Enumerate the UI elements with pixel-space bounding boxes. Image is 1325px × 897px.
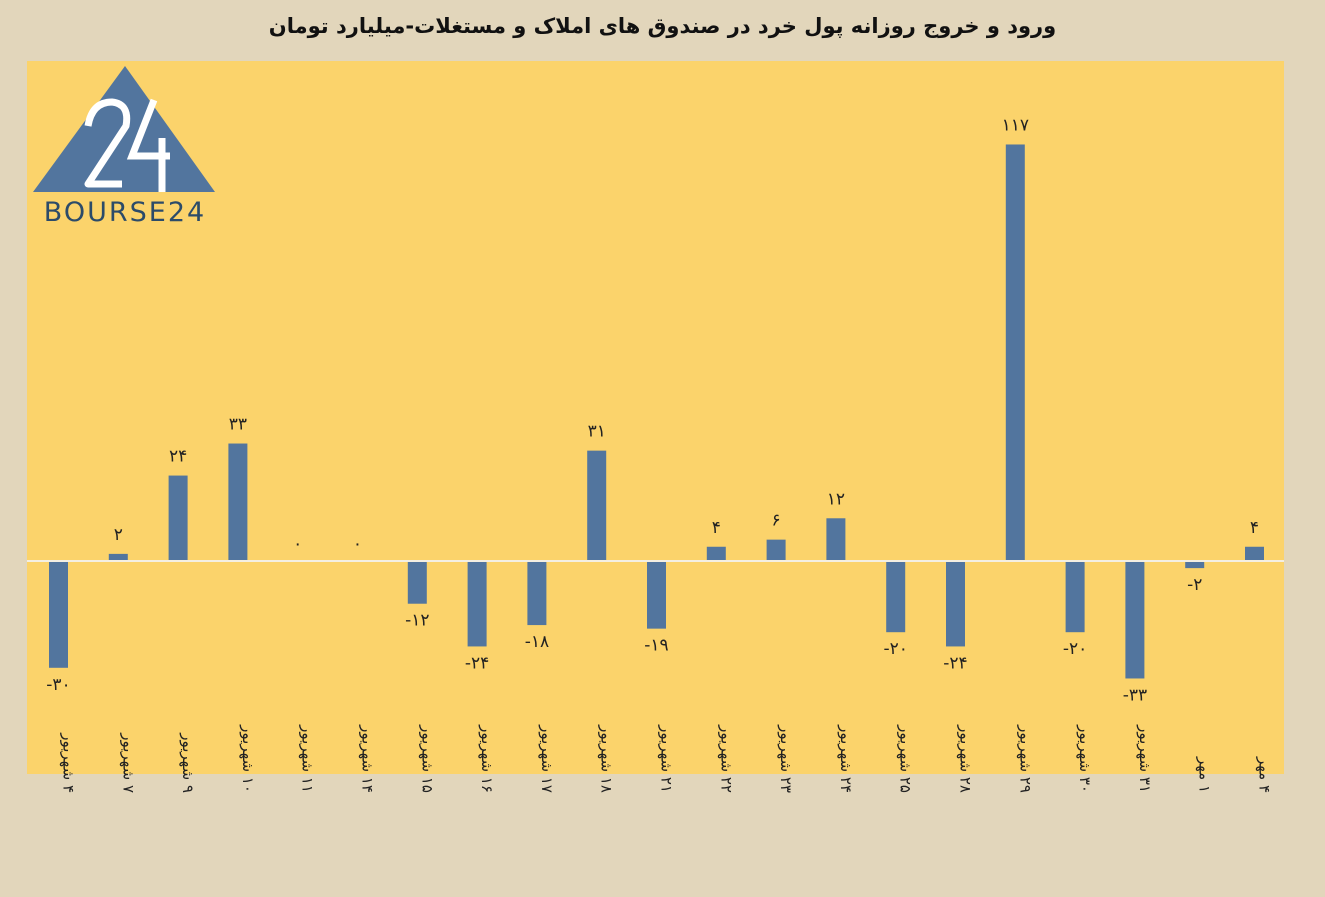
data-label: ۶ xyxy=(772,511,781,531)
bar xyxy=(886,561,906,633)
bar xyxy=(108,553,128,561)
data-label: ۱۱۷ xyxy=(1002,115,1029,135)
data-label: -۱۸ xyxy=(525,632,549,652)
category-label: ۱۶ شهریور xyxy=(478,724,496,793)
category-label: ۱۴ شهریور xyxy=(359,724,377,793)
data-label: ۱۲ xyxy=(827,489,845,509)
data-label: -۳۳ xyxy=(1123,685,1147,705)
data-label: ۳۳ xyxy=(229,415,247,435)
data-label: ۴ xyxy=(712,518,721,538)
bar xyxy=(49,561,68,668)
category-label: ۴ شهریور xyxy=(60,732,78,793)
bar xyxy=(527,561,547,626)
category-label: ۱۱ شهریور xyxy=(299,724,317,793)
data-label: -۲۰ xyxy=(883,639,907,659)
category-label: ۲۹ شهریور xyxy=(1016,724,1034,793)
data-label: ۲ xyxy=(114,525,123,545)
logo-mark-2 xyxy=(84,98,131,188)
bar xyxy=(706,546,726,561)
category-label: ۳۰ شهریور xyxy=(1076,724,1094,793)
plot-area xyxy=(27,61,1284,774)
bar xyxy=(826,518,846,561)
bar xyxy=(766,539,786,561)
bar xyxy=(1125,561,1145,679)
category-label: ۴ مهر xyxy=(1256,756,1274,793)
logo-mark-4 xyxy=(126,98,170,192)
category-label: ۱۵ شهریور xyxy=(418,724,436,793)
category-label: ۲۸ شهریور xyxy=(957,724,975,793)
bourse24-logo xyxy=(33,66,215,192)
data-label: -۲۴ xyxy=(465,653,489,673)
data-label: ۰ xyxy=(293,534,302,554)
data-label: -۳۰ xyxy=(46,675,70,695)
category-label: ۲۵ شهریور xyxy=(897,724,915,793)
category-label: ۱۷ شهریور xyxy=(538,724,556,793)
category-label: ۲۱ شهریور xyxy=(658,724,676,793)
data-label: -۲۰ xyxy=(1063,639,1087,659)
bar xyxy=(1185,561,1205,569)
category-label: ۱۰ شهریور xyxy=(239,724,257,793)
logo-text: BOURSE24 xyxy=(43,197,207,228)
category-label: ۲۲ شهریور xyxy=(717,724,735,793)
category-label: ۷ شهریور xyxy=(119,732,137,793)
data-label: -۱۲ xyxy=(405,611,429,631)
bar xyxy=(1065,561,1085,633)
bar xyxy=(168,475,188,561)
data-label: ۴ xyxy=(1250,518,1259,538)
bar xyxy=(1245,546,1264,561)
data-label: ۰ xyxy=(353,534,362,554)
data-label: ۲۴ xyxy=(169,447,187,467)
category-label: ۲۴ شهریور xyxy=(837,724,855,793)
bar xyxy=(1005,144,1025,562)
bar xyxy=(946,561,965,647)
category-label: ۱ مهر xyxy=(1196,756,1214,793)
data-label: -۲۴ xyxy=(943,653,967,673)
data-label: -۲ xyxy=(1187,575,1202,595)
chart-title: ورود و خروج روزانه پول خرد در صندوق های … xyxy=(268,14,1057,38)
category-label: ۹ شهریور xyxy=(179,732,197,793)
category-label: ۳۱ شهریور xyxy=(1136,724,1154,793)
bar xyxy=(587,450,607,561)
bar xyxy=(467,561,487,647)
data-label: -۱۹ xyxy=(644,636,668,656)
bar xyxy=(407,561,427,604)
category-label: ۱۸ شهریور xyxy=(598,724,616,793)
bar xyxy=(647,561,666,629)
data-label: ۳۱ xyxy=(588,422,606,442)
category-label: ۲۳ شهریور xyxy=(777,724,795,793)
bar xyxy=(228,443,248,561)
